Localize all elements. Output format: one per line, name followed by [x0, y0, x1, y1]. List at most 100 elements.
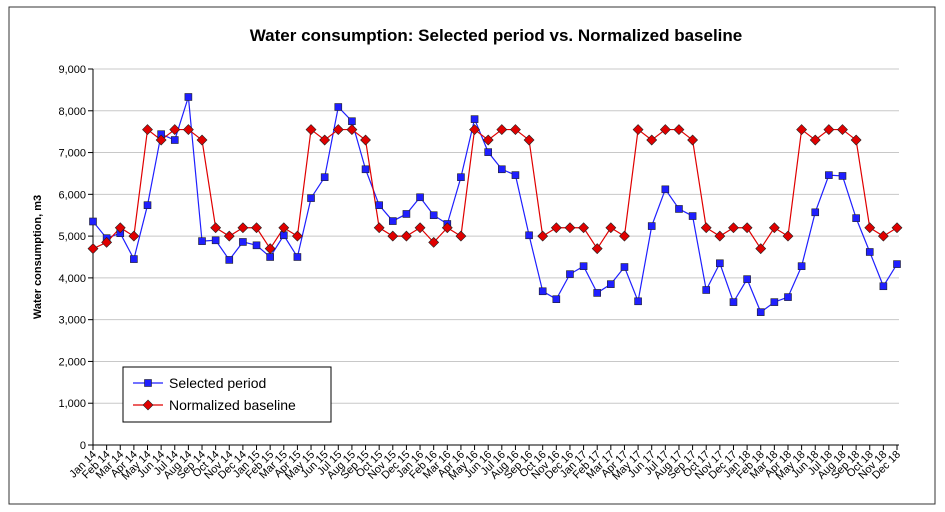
data-point: [142, 124, 153, 136]
data-point: [770, 298, 779, 306]
data-point: [169, 124, 181, 136]
data-point: [319, 134, 331, 146]
data-point: [700, 222, 712, 234]
y-tick-label: 2,000: [58, 356, 86, 368]
data-point: [211, 236, 220, 245]
data-point: [291, 230, 303, 242]
data-point: [400, 230, 412, 242]
data-point: [416, 193, 424, 202]
legend-box: [122, 366, 332, 423]
data-point: [348, 117, 356, 126]
data-point: [838, 172, 847, 180]
data-point: [457, 173, 465, 182]
data-point: [278, 222, 290, 234]
data-point: [632, 124, 644, 136]
data-point: [564, 222, 576, 234]
data-point: [239, 238, 247, 246]
data-point: [566, 270, 574, 278]
data-point: [756, 308, 765, 316]
data-point: [688, 212, 697, 220]
data-point: [659, 124, 671, 136]
data-point: [729, 298, 738, 306]
data-point: [579, 262, 588, 270]
data-point: [796, 124, 808, 136]
data-point: [809, 134, 821, 146]
data-point: [891, 222, 903, 234]
data-point: [865, 248, 874, 256]
data-point: [196, 134, 208, 146]
data-point: [823, 124, 835, 136]
data-point: [375, 201, 383, 209]
data-point: [673, 124, 685, 136]
data-point: [525, 231, 533, 240]
y-tick-label: 0: [80, 440, 86, 452]
y-tick-label: 6,000: [58, 189, 86, 201]
data-point: [496, 124, 508, 136]
y-tick-label: 3,000: [58, 315, 86, 327]
data-point: [130, 255, 138, 263]
y-tick-label: 8,000: [58, 106, 86, 118]
data-point: [441, 222, 453, 234]
data-point: [647, 222, 656, 230]
data-point: [320, 173, 329, 182]
data-point: [728, 222, 739, 234]
data-point: [620, 263, 629, 271]
data-point: [114, 222, 126, 234]
data-point: [675, 205, 683, 213]
y-axis-label: Water consumption, m3: [32, 195, 44, 319]
data-point: [893, 260, 901, 268]
data-point: [251, 222, 262, 234]
data-point: [143, 201, 152, 209]
data-point: [702, 286, 711, 294]
data-point: [593, 289, 602, 297]
data-point: [293, 253, 302, 261]
data-point: [825, 171, 833, 179]
y-tick-label: 4,000: [58, 273, 86, 285]
y-tick-label: 7,000: [58, 148, 86, 160]
y-tick-label: 1,000: [58, 398, 86, 410]
data-point: [661, 185, 670, 194]
data-point: [797, 262, 806, 270]
data-point: [538, 287, 547, 296]
data-point: [87, 243, 99, 255]
data-point: [850, 134, 862, 146]
data-point: [128, 230, 140, 242]
data-point: [484, 148, 492, 156]
data-point: [89, 217, 97, 226]
data-point: [482, 134, 494, 146]
data-point: [155, 134, 167, 146]
data-point: [223, 230, 235, 242]
legend-marker: [142, 399, 154, 411]
data-point: [755, 243, 767, 255]
data-point: [361, 165, 370, 174]
data-point: [687, 134, 699, 146]
data-point: [852, 214, 860, 222]
data-point: [784, 293, 792, 301]
y-tick-label: 9,000: [58, 64, 86, 76]
data-point: [101, 236, 113, 248]
data-point: [741, 222, 753, 234]
data-point: [210, 222, 222, 234]
chart-title: Water consumption: Selected period vs. N…: [250, 26, 743, 45]
data-point: [182, 124, 194, 136]
data-point: [552, 295, 561, 303]
data-point: [743, 275, 751, 283]
data-point: [266, 253, 274, 261]
data-point: [811, 208, 820, 217]
data-point: [537, 230, 549, 242]
legend-label: Normalized baseline: [169, 397, 296, 413]
data-point: [373, 222, 385, 234]
data-point: [428, 236, 440, 248]
data-point: [469, 124, 480, 136]
data-point: [864, 222, 876, 234]
data-point: [607, 280, 615, 288]
data-point: [768, 222, 780, 234]
data-point: [307, 194, 315, 202]
data-point: [646, 134, 658, 146]
data-point: [510, 124, 521, 136]
legend-label: Selected period: [169, 375, 266, 391]
data-point: [346, 124, 358, 136]
data-point: [334, 103, 343, 111]
data-point: [252, 241, 261, 250]
data-point: [619, 230, 630, 242]
